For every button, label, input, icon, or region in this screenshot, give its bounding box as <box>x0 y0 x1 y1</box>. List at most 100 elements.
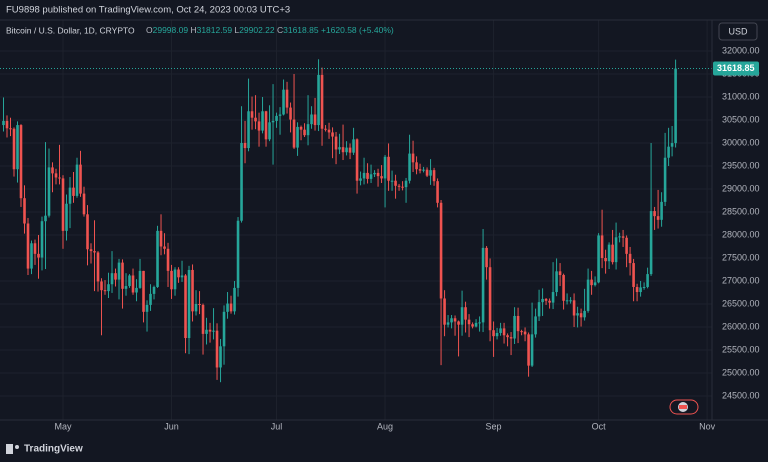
candle-body <box>117 262 121 280</box>
candle-body <box>583 310 586 318</box>
candle-body <box>110 273 114 285</box>
flag-stripe <box>679 405 687 409</box>
candle-body <box>544 298 548 301</box>
candles <box>0 59 712 383</box>
logo-mark <box>6 444 13 454</box>
candle-body <box>250 111 254 118</box>
candle-body <box>569 300 572 302</box>
candle-body <box>548 300 551 303</box>
candle-body <box>488 267 492 331</box>
candle-body <box>408 153 411 181</box>
candle-body <box>460 307 464 325</box>
candle-body <box>201 304 205 334</box>
candle-body <box>401 186 404 188</box>
candle-body <box>656 216 660 220</box>
candle-body <box>478 322 481 324</box>
candle-body <box>352 139 355 153</box>
candle-body <box>30 243 33 269</box>
candle-body <box>555 271 558 293</box>
candle-body <box>72 187 75 196</box>
x-tick-label: Oct <box>592 421 607 431</box>
candle-body <box>390 180 394 182</box>
y-tick-label: 27500.00 <box>722 252 760 262</box>
low-prefix: L <box>234 25 239 35</box>
candle-body <box>653 211 656 217</box>
candle-body <box>611 244 614 263</box>
candle-body <box>222 311 226 347</box>
footer-brand: TradingView <box>24 444 83 455</box>
candle-body <box>642 286 646 288</box>
y-tick-label: 30000.00 <box>722 137 760 147</box>
y-tick-label: 29500.00 <box>722 160 760 170</box>
candle-body <box>513 315 516 339</box>
candle-body <box>331 132 334 137</box>
candle-body <box>75 164 79 196</box>
candle-body <box>170 270 173 290</box>
candle-body <box>65 203 68 231</box>
candle-body <box>502 328 506 336</box>
candle-body <box>156 230 159 287</box>
candle-body <box>187 269 191 339</box>
candle-body <box>663 157 667 202</box>
candle-body <box>520 331 523 333</box>
change: +1620.58 (+5.40%) <box>321 25 394 35</box>
candle-body <box>471 324 474 327</box>
footer-logo <box>6 444 19 454</box>
currency-box[interactable] <box>718 22 758 41</box>
candle-body <box>191 269 194 312</box>
axis: 24500.00 25000.00 25500.00 26000.00 26500.00… <box>55 45 760 431</box>
candle-body <box>54 173 58 178</box>
candle-body <box>303 129 306 136</box>
y-tick-label: 30500.00 <box>722 114 760 124</box>
candle-body <box>646 274 649 287</box>
candle-body <box>674 68 677 144</box>
candle-body <box>96 252 100 282</box>
candle-body <box>278 114 282 116</box>
candle-body <box>37 253 40 258</box>
candle-body <box>128 275 131 287</box>
x-tick-label: Sep <box>486 421 502 431</box>
candle-body <box>247 111 250 149</box>
candle-body <box>516 315 520 332</box>
candle-body <box>271 120 275 123</box>
candle-body <box>208 329 212 332</box>
candle-body <box>219 346 222 368</box>
candle-body <box>457 321 460 325</box>
candle-body <box>422 169 425 171</box>
candle-body <box>446 322 450 325</box>
candle-body <box>324 128 327 130</box>
candle-body <box>306 124 310 136</box>
candle-body <box>453 318 457 322</box>
candle-body <box>429 170 432 176</box>
candle-body <box>506 335 509 338</box>
candle-body <box>33 243 37 254</box>
candle-body <box>296 126 299 148</box>
x-tick-label: May <box>55 421 73 431</box>
candle-body <box>121 262 124 289</box>
x-tick-label: Jun <box>164 421 179 431</box>
candle-body <box>86 214 89 250</box>
candle-body <box>257 121 261 131</box>
candle-body <box>387 156 390 181</box>
y-tick-label: 26000.00 <box>722 321 760 331</box>
candle-body <box>415 162 418 170</box>
candle-body <box>450 318 453 323</box>
candle-body <box>254 117 257 122</box>
candle-body <box>411 153 415 163</box>
candle-body <box>16 125 19 170</box>
candle-body <box>614 237 618 263</box>
candle-body <box>166 248 170 271</box>
candle-body <box>327 129 331 133</box>
candle-body <box>89 249 93 252</box>
candle-body <box>299 126 303 130</box>
candle-body <box>621 236 625 238</box>
events-icon[interactable] <box>669 399 699 415</box>
candle-body <box>149 293 152 305</box>
candle-body <box>628 253 632 264</box>
candle-body <box>100 281 103 291</box>
candle-body <box>359 178 362 181</box>
candle-body <box>292 119 296 148</box>
y-tick-label: 26500.00 <box>722 298 760 308</box>
